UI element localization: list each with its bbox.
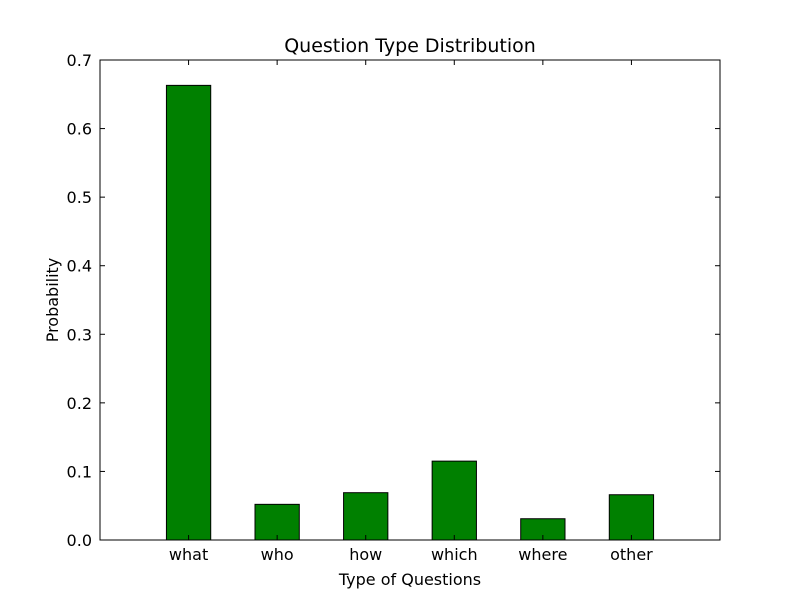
- y-tick-label-7: 0.7: [67, 51, 92, 70]
- bar-what: [165, 84, 212, 541]
- y-tick-label-0: 0.0: [67, 531, 92, 550]
- x-tick-label-where: where: [518, 545, 567, 564]
- y-tick-label-3: 0.3: [67, 325, 92, 344]
- y-axis-title: Probability: [43, 258, 62, 343]
- ticks-group: what who how which where other 0.0 0.1 0.2 0.3 0.4…: [67, 51, 720, 564]
- x-tick-label-how: how: [349, 545, 382, 564]
- bar-who: [254, 503, 300, 541]
- x-tick-label-who: who: [261, 545, 294, 564]
- chart-title: Question Type Distribution: [284, 35, 536, 57]
- y-tick-label-1: 0.1: [67, 462, 92, 481]
- bar-which: [431, 460, 477, 541]
- bars-group: [165, 84, 655, 541]
- bar-other: [608, 494, 655, 541]
- plot-frame: [99, 59, 721, 541]
- x-tick-label-what: what: [169, 545, 208, 564]
- x-tick-label-other: other: [610, 545, 653, 564]
- y-tick-label-6: 0.6: [67, 120, 92, 139]
- y-tick-label-4: 0.4: [67, 257, 92, 276]
- y-tick-label-5: 0.5: [67, 188, 92, 207]
- bar-how: [343, 492, 389, 541]
- y-tick-label-2: 0.2: [67, 394, 92, 413]
- x-tick-label-which: which: [431, 545, 478, 564]
- x-axis-title: Type of Questions: [338, 570, 481, 589]
